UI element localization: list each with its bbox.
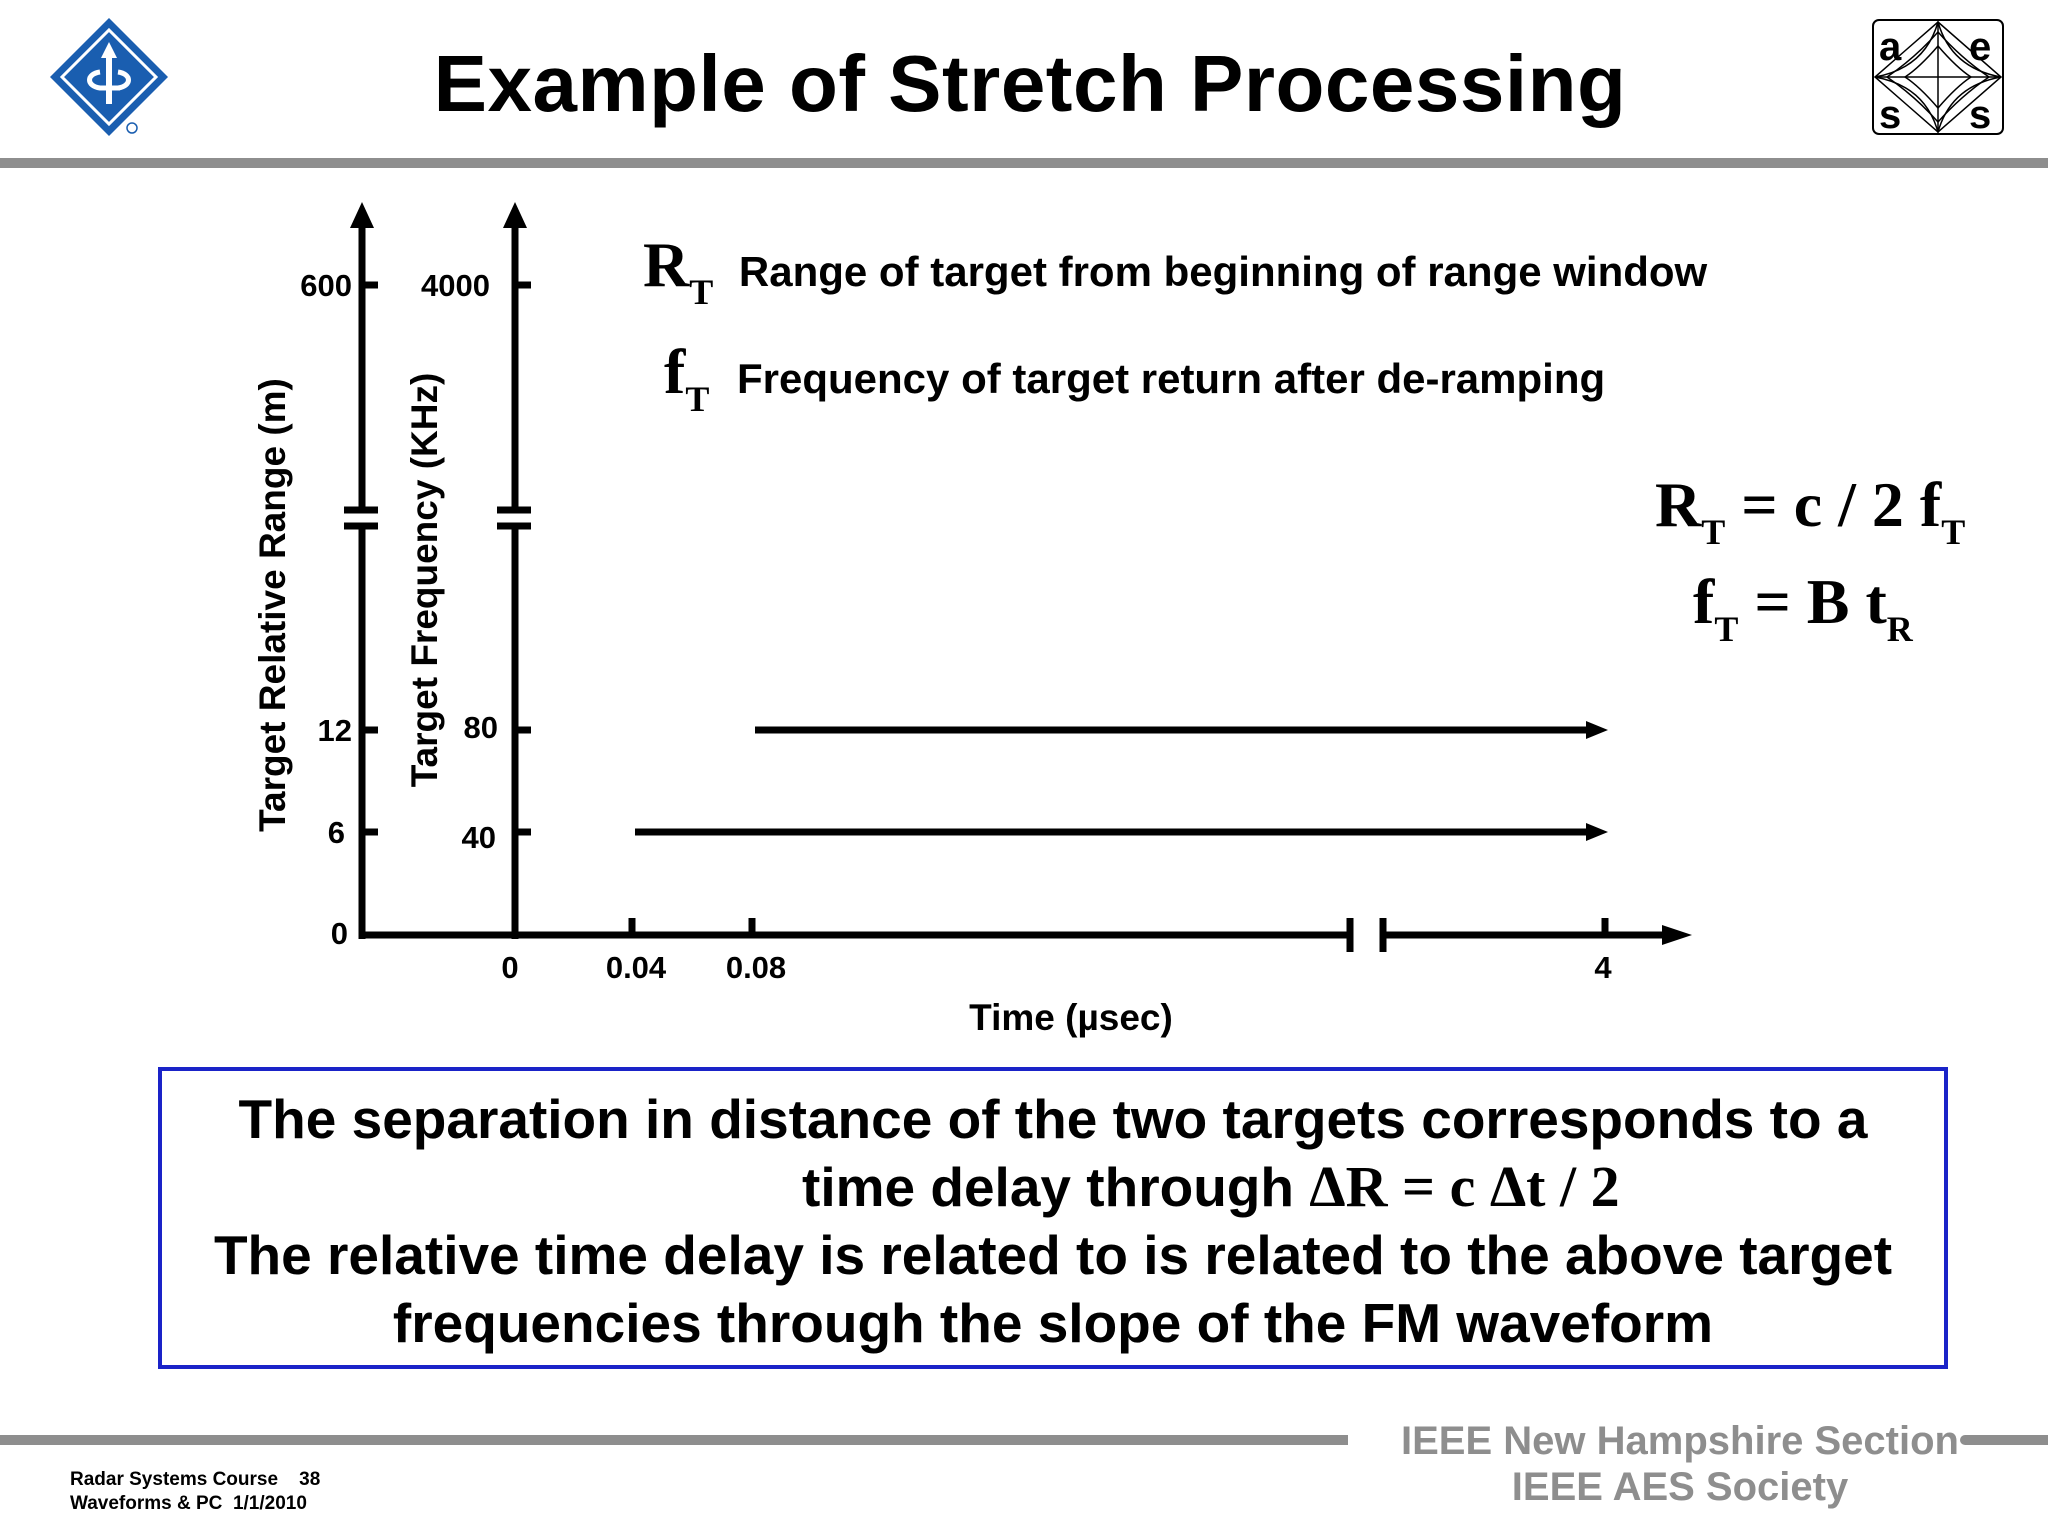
explanation-box: The separation in distance of the two ta… xyxy=(158,1067,1948,1369)
definition-range-symbol: R xyxy=(643,229,690,300)
footer-module-date: Waveforms & PC 1/1/2010 xyxy=(70,1493,307,1514)
ieee-diamond-icon xyxy=(50,18,168,136)
equation-frequency-lhs: f xyxy=(1693,566,1715,637)
range-tick-6: 6 xyxy=(328,815,345,850)
time-tick-0.04: 0.04 xyxy=(606,950,667,985)
target-1-arrowhead-icon xyxy=(1586,823,1608,841)
range-tick-12: 12 xyxy=(318,713,352,748)
equation-range-rhs-sub: T xyxy=(1941,512,1966,552)
equation-frequency-lhs-sub: T xyxy=(1714,609,1739,649)
footer-divider-left xyxy=(0,1435,1348,1445)
stretch-processing-diagram: 600 12 6 0 4000 80 40 0 0.04 0.08 4 Time… xyxy=(252,202,1692,1038)
footer-org-society: IEEE AES Society xyxy=(1511,1465,1849,1509)
slide-title: Example of Stretch Processing xyxy=(433,39,1627,128)
header-divider xyxy=(0,158,2048,168)
footer-course: Radar Systems Course 38 xyxy=(70,1469,321,1490)
equation-range-rhs: = c / 2 f xyxy=(1725,469,1942,540)
footer-course-info: Radar Systems Course 38 Waveforms & PC 1… xyxy=(70,1468,320,1516)
definition-range-subscript: T xyxy=(689,272,714,312)
equation-range-lhs: R xyxy=(1655,469,1702,540)
frequency-tick-4000: 4000 xyxy=(421,268,490,303)
frequency-axis-label: Target Frequency (KHz) xyxy=(404,373,445,788)
definition-range: RT Range of target from beginning of ran… xyxy=(643,228,1708,312)
equation-range: RT = c / 2 fT xyxy=(1655,468,1965,552)
frequency-tick-80: 80 xyxy=(464,710,498,745)
range-axis-arrowhead-icon xyxy=(350,202,374,228)
range-tick-600: 600 xyxy=(300,268,352,303)
range-axis-label: Target Relative Range (m) xyxy=(252,378,293,832)
time-tick-0.08: 0.08 xyxy=(726,950,786,985)
aes-letter-s1: s xyxy=(1879,93,1901,136)
time-axis-arrowhead-icon xyxy=(1662,925,1692,945)
equation-frequency-rhs-sub: R xyxy=(1886,609,1913,649)
equation-frequency: fT = B tR xyxy=(1693,565,1913,649)
aes-letter-e: e xyxy=(1969,25,1991,69)
explanation-line-3: The relative time delay is related to is… xyxy=(213,1224,1893,1286)
definition-frequency-symbol: f xyxy=(664,336,686,407)
delta-r-equation: ΔR = c Δt / 2 xyxy=(1309,1154,1620,1219)
aes-letter-s2: s xyxy=(1969,93,1991,136)
equation-frequency-rhs: = B t xyxy=(1738,566,1887,637)
equation-range-lhs-sub: T xyxy=(1701,512,1726,552)
time-axis-label: Time (µsec) xyxy=(969,997,1173,1038)
explanation-line-1: The separation in distance of the two ta… xyxy=(238,1088,1868,1150)
explanation-line-2-text: time delay through xyxy=(802,1156,1310,1218)
frequency-axis-arrowhead-icon xyxy=(503,202,527,228)
target-2-arrowhead-icon xyxy=(1586,721,1608,739)
definition-frequency: fT Frequency of target return after de-r… xyxy=(664,335,1606,419)
definition-range-text: Range of target from beginning of range … xyxy=(738,248,1708,295)
definition-frequency-text: Frequency of target return after de-ramp… xyxy=(737,355,1606,402)
footer-divider-right xyxy=(1960,1435,2048,1445)
explanation-line-2: time delay through ΔR = c Δt / 2 xyxy=(802,1153,1620,1220)
definition-frequency-subscript: T xyxy=(685,379,710,419)
ieee-logo xyxy=(48,16,170,138)
footer-org-section: IEEE New Hampshire Section xyxy=(1401,1419,1959,1463)
time-tick-0: 0 xyxy=(501,950,518,985)
aes-letter-a: a xyxy=(1879,25,1902,69)
footer-organization: IEEE New Hampshire Section IEEE AES Soci… xyxy=(1340,1418,2020,1510)
time-tick-4: 4 xyxy=(1594,950,1612,985)
aes-diamond-icon: a e s s xyxy=(1872,19,2004,137)
frequency-tick-40: 40 xyxy=(462,820,496,855)
range-tick-0: 0 xyxy=(331,916,348,951)
explanation-line-4: frequencies through the slope of the FM … xyxy=(392,1292,1714,1354)
aes-logo: a e s s xyxy=(1871,18,2005,137)
